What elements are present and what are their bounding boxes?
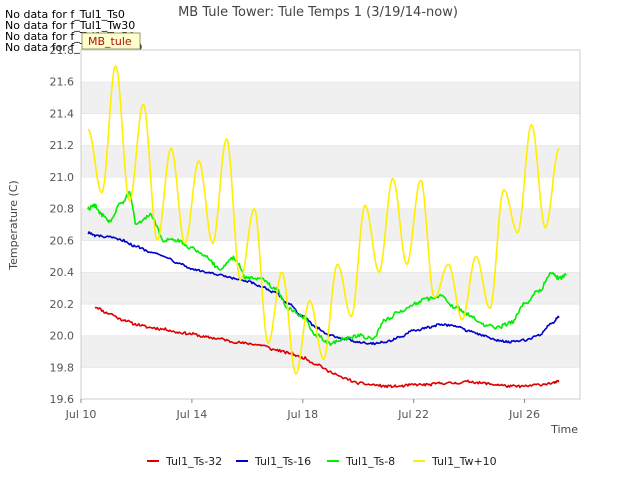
y-tick-label: 19.8 bbox=[50, 361, 75, 374]
y-tick-label: 21.6 bbox=[50, 76, 75, 89]
y-axis-ticks: 19.6 19.8 20.0 20.2 20.4 20.6 20.8 21.0 21.2 21.4… bbox=[50, 44, 75, 406]
series-line-Tul1_Ts-8 bbox=[87, 190, 567, 347]
x-tick-label: Jul 14 bbox=[176, 408, 208, 421]
legend-label: Tul1_Ts-16 bbox=[254, 455, 311, 468]
x-tick-label: Jul 10 bbox=[65, 408, 97, 421]
x-tick-label: Jul 26 bbox=[508, 408, 540, 421]
y-tick-label: 20.8 bbox=[50, 203, 75, 216]
tag-badge: MB_tule bbox=[81, 32, 141, 50]
x-tick-label: Jul 18 bbox=[286, 408, 318, 421]
plot-area bbox=[87, 65, 567, 389]
x-axis-label: Time bbox=[550, 423, 578, 436]
legend-label: Tul1_Tw+10 bbox=[431, 455, 497, 468]
grid-band bbox=[81, 335, 580, 368]
grid-band bbox=[81, 81, 580, 114]
legend-label: Tul1_Ts-32 bbox=[165, 455, 222, 468]
grid-bands bbox=[81, 49, 580, 399]
no-data-message: No data for f_Tul1_Ts0 bbox=[5, 8, 125, 21]
y-tick-label: 21.2 bbox=[50, 139, 75, 152]
legend-label: Tul1_Ts-8 bbox=[345, 455, 395, 468]
x-axis-ticks: Jul 10 Jul 14 Jul 18 Jul 22 Jul 26 bbox=[65, 399, 540, 421]
y-tick-label: 20.0 bbox=[50, 330, 75, 343]
y-tick-label: 20.2 bbox=[50, 298, 75, 311]
legend: Tul1_Ts-32 Tul1_Ts-16 Tul1_Ts-8 Tul1_Tw+10 bbox=[147, 455, 497, 468]
y-tick-label: 20.4 bbox=[50, 266, 75, 279]
series-line-Tul1_Ts-16 bbox=[87, 231, 560, 346]
tag-label: MB_tule bbox=[88, 35, 132, 48]
no-data-message: No data for f_Tul1_Tw30 bbox=[5, 19, 135, 32]
grid-band bbox=[81, 208, 580, 241]
series-line-Tul1_Ts-32 bbox=[94, 306, 560, 389]
y-axis-label: Temperature (C) bbox=[7, 180, 20, 270]
y-tick-label: 19.6 bbox=[50, 393, 75, 406]
y-tick-label: 21.8 bbox=[50, 44, 75, 57]
grid-band bbox=[81, 113, 580, 146]
grid-band bbox=[81, 240, 580, 273]
y-tick-label: 21.4 bbox=[50, 107, 75, 120]
series-line-Tul1_Tw+10 bbox=[87, 65, 560, 375]
grid-band bbox=[81, 50, 580, 82]
x-tick-label: Jul 22 bbox=[397, 408, 429, 421]
tag-box bbox=[81, 32, 141, 50]
y-tick-label: 20.6 bbox=[50, 234, 75, 247]
grid-band bbox=[81, 145, 580, 177]
grid-band bbox=[81, 176, 580, 209]
chart-title: MB Tule Tower: Tule Temps 1 (3/19/14-now… bbox=[178, 5, 458, 20]
plot-frame bbox=[80, 49, 581, 400]
grid-band bbox=[81, 272, 580, 304]
y-tick-label: 21.0 bbox=[50, 171, 75, 184]
